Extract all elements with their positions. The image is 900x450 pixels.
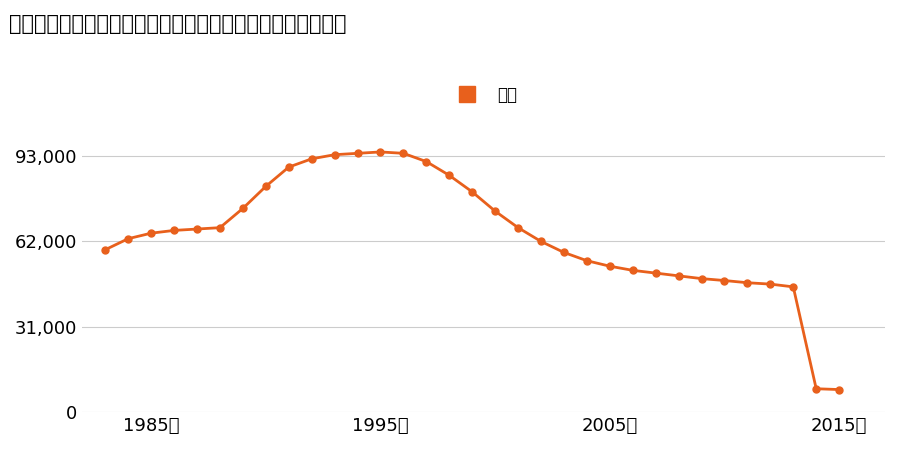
Text: 長野県長野市篠ノ井布施五明字上六反１１０番８の地価推移: 長野県長野市篠ノ井布施五明字上六反１１０番８の地価推移 xyxy=(9,14,346,33)
Legend: 価格: 価格 xyxy=(444,79,524,111)
